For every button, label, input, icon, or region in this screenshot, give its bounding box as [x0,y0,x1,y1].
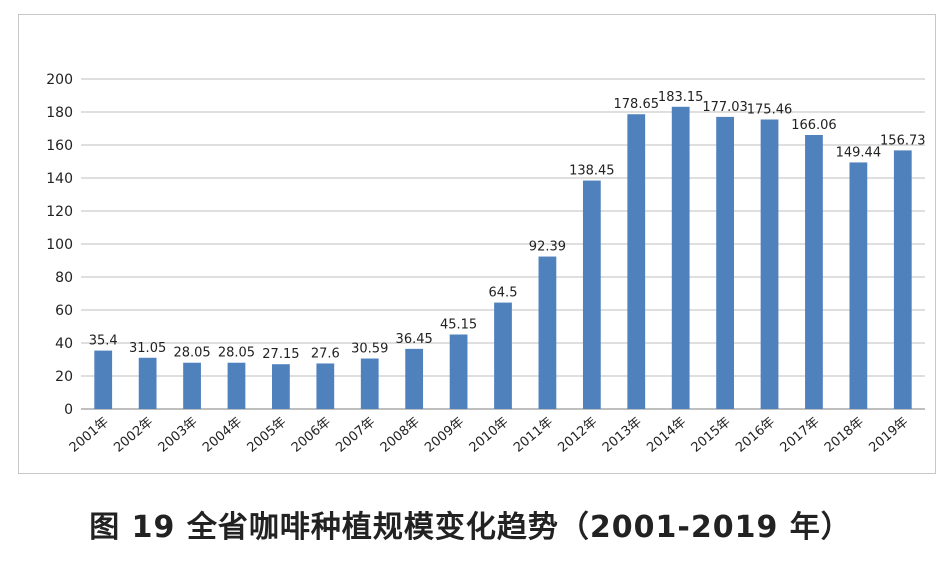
x-tick-label: 2010年 [467,415,512,456]
bar [227,362,246,409]
data-label: 28.05 [173,346,210,361]
data-label: 45.15 [440,318,477,333]
bar [138,357,157,409]
data-label: 177.03 [702,100,748,115]
figure-caption: 图 19 全省咖啡种植规模变化趋势（2001-2019 年） [89,510,852,545]
y-tick-label: 80 [55,270,73,286]
bar [316,363,335,409]
data-label: 36.45 [396,332,433,347]
bar [494,302,512,409]
data-label: 183.15 [658,90,704,105]
data-label: 178.65 [614,97,660,112]
bar [582,180,601,409]
y-tick-label: 40 [55,336,73,352]
x-tick-label: 2007年 [333,415,378,456]
x-tick-label: 2008年 [378,415,423,456]
x-tick-label: 2011年 [511,415,556,456]
bar [360,358,379,409]
x-tick-label: 2012年 [555,415,600,456]
x-axis-ticks: 2001年 2002年 2003年 2004年 2005年 2006年 2007年 2008年… [67,415,912,456]
x-tick-label: 2006年 [289,415,334,456]
data-label: 31.05 [129,341,166,356]
y-tick-label: 160 [46,138,73,154]
x-tick-label: 2002年 [111,415,156,456]
bar [627,114,646,409]
y-axis-ticks: 0 20 40 60 80 100 120 140 160 180 200 [46,72,73,418]
bar [849,162,868,409]
bar [449,334,468,409]
y-tick-label: 140 [46,171,73,187]
chart-frame: 0 20 40 60 80 100 120 140 160 180 200 35.4 31.05 28.… [18,14,936,474]
bar-chart: 0 20 40 60 80 100 120 140 160 180 200 35.4 31.05 28.… [46,72,926,456]
data-label: 92.39 [529,240,566,255]
y-tick-label: 20 [55,369,73,385]
y-tick-label: 60 [55,303,73,319]
bar [893,150,912,409]
y-tick-label: 200 [46,72,73,88]
grid-layer [81,78,925,410]
bar [760,119,779,409]
x-tick-label: 2003年 [156,415,201,456]
x-tick-label: 2013年 [600,415,645,456]
bar [805,135,823,409]
data-label: 175.46 [747,102,793,117]
x-tick-label: 2001年 [67,415,112,456]
data-label: 30.59 [351,342,388,357]
x-tick-label: 2016年 [733,415,778,456]
y-tick-label: 180 [46,105,73,121]
y-tick-label: 120 [46,204,73,220]
x-tick-label: 2004年 [200,415,245,456]
data-label: 27.15 [262,347,299,362]
bar [716,116,734,409]
bar [94,350,113,409]
data-label: 166.06 [791,118,837,133]
data-label: 27.6 [311,346,340,361]
data-label: 149.44 [836,145,882,160]
data-labels: 35.4 31.05 28.05 28.05 27.15 27.6 30.59 36.45 45… [89,90,926,362]
bars [94,106,912,410]
x-tick-label: 2017年 [778,415,823,456]
x-tick-label: 2009年 [422,415,467,456]
bar [272,364,290,409]
data-label: 138.45 [569,164,615,179]
data-label: 64.5 [489,286,518,301]
y-tick-label: 0 [64,402,73,418]
bar [183,362,201,409]
data-label: 35.4 [89,334,118,349]
x-tick-label: 2015年 [689,415,734,456]
x-tick-label: 2018年 [822,415,867,456]
bar [671,106,690,410]
y-tick-label: 100 [46,237,73,253]
data-label: 28.05 [218,346,255,361]
bar [405,348,424,409]
x-tick-label: 2005年 [245,415,290,456]
x-tick-label: 2019年 [866,415,911,456]
bar [538,256,557,409]
data-label: 156.73 [880,133,926,148]
x-tick-label: 2014年 [644,415,689,456]
